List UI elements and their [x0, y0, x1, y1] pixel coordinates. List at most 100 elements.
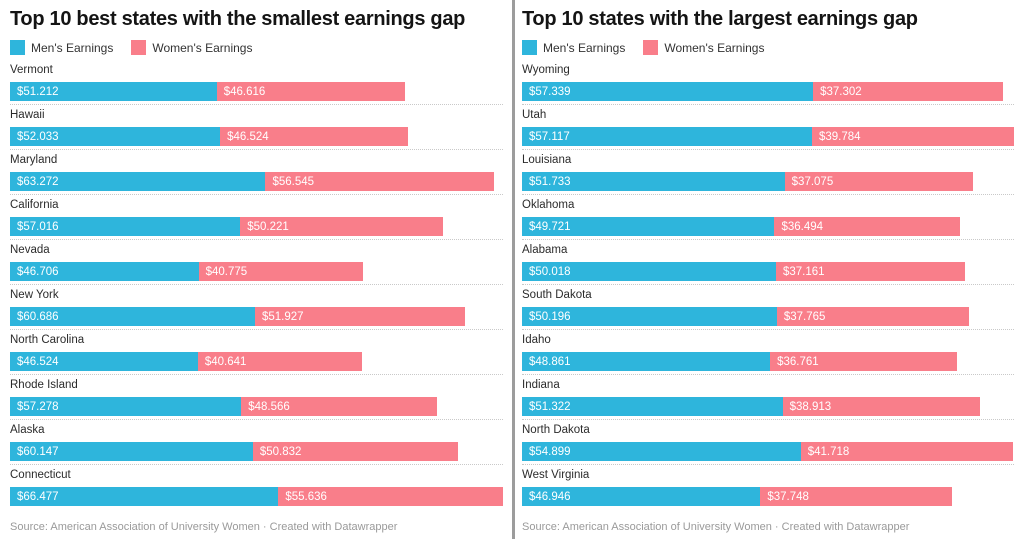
women-earnings-bar: $37.765: [776, 307, 969, 326]
bar-rows: Vermont $51.212 $46.616 Hawaii $52.033 $46.52…: [10, 61, 503, 511]
bar-value-label: $60.147: [17, 446, 59, 458]
bar-value-label: $51.733: [529, 176, 571, 188]
state-label: Indiana: [522, 379, 560, 391]
legend-label-men: Men's Earnings: [543, 40, 626, 55]
women-earnings-bar: $38.913: [782, 397, 981, 416]
women-earnings-bar: $40.641: [197, 352, 362, 371]
bar-pair: $46.706 $40.775: [10, 262, 503, 281]
bar-value-label: $48.861: [529, 356, 571, 368]
bar-value-label: $46.946: [529, 491, 571, 503]
legend-label-women: Women's Earnings: [664, 40, 765, 55]
bar-value-label: $60.686: [17, 311, 59, 323]
bar-value-label: $37.302: [820, 86, 862, 98]
bar-value-label: $52.033: [17, 131, 59, 143]
legend: Men's Earnings Women's Earnings: [522, 40, 1014, 55]
bar-row: Louisiana $51.733 $37.075: [522, 151, 1014, 196]
chart-title: Top 10 best states with the smallest ear…: [10, 8, 466, 30]
women-earnings-bar: $37.302: [813, 82, 1003, 101]
bar-pair: $60.686 $51.927: [10, 307, 503, 326]
bar-row: Alabama $50.018 $37.161: [522, 241, 1014, 286]
legend-item-men: Men's Earnings: [522, 40, 625, 55]
bar-value-label: $39.784: [819, 131, 861, 143]
bar-value-label: $40.775: [205, 266, 248, 278]
chart-title: Top 10 states with the largest earnings …: [522, 8, 918, 30]
legend-item-men: Men's Earnings: [10, 40, 113, 55]
men-earnings-bar: $50.196: [522, 307, 777, 326]
bar-row: South Dakota $50.196 $37.765: [522, 286, 1014, 331]
women-earnings-bar: $56.545: [265, 172, 494, 191]
bar-pair: $57.117 $39.784: [522, 127, 1014, 146]
men-earnings-bar: $46.524: [10, 352, 198, 371]
bar-value-label: $36.494: [781, 221, 824, 233]
men-earnings-bar: $49.721: [522, 217, 775, 236]
state-label: South Dakota: [522, 289, 592, 301]
bar-row: Maryland $63.272 $56.545: [10, 151, 503, 196]
legend-label-women: Women's Earnings: [152, 40, 253, 55]
bar-pair: $52.033 $46.524: [10, 127, 503, 146]
state-label: Utah: [522, 109, 547, 121]
bar-pair: $51.322 $38.913: [522, 397, 1014, 416]
bar-value-label: $41.718: [807, 446, 850, 458]
state-label: Oklahoma: [522, 199, 575, 211]
bar-pair: $63.272 $56.545: [10, 172, 503, 191]
women-earnings-bar: $37.161: [775, 262, 965, 281]
state-label: Nevada: [10, 244, 50, 256]
men-earnings-swatch-icon: [522, 40, 537, 55]
state-label: Connecticut: [10, 469, 71, 481]
women-earnings-bar: $36.494: [774, 217, 960, 236]
panel-largest-gap: Top 10 states with the largest earnings …: [512, 0, 1024, 539]
state-label: Alaska: [10, 424, 45, 436]
bar-row: Idaho $48.861 $36.761: [522, 331, 1014, 376]
bar-value-label: $51.927: [262, 311, 304, 323]
men-earnings-bar: $54.899: [522, 442, 801, 461]
source-attribution: Source: American Association of Universi…: [522, 521, 910, 533]
bar-pair: $50.196 $37.765: [522, 307, 1014, 326]
bar-value-label: $57.339: [529, 86, 571, 98]
bar-row: Connecticut $66.477 $55.636: [10, 466, 503, 511]
bar-pair: $54.899 $41.718: [522, 442, 1014, 461]
men-earnings-bar: $57.278: [10, 397, 242, 416]
bar-pair: $57.339 $37.302: [522, 82, 1014, 101]
state-label: New York: [10, 289, 59, 301]
bar-value-label: $63.272: [17, 176, 59, 188]
state-label: Louisiana: [522, 154, 572, 166]
bar-value-label: $50.221: [247, 221, 289, 233]
women-earnings-bar: $46.524: [220, 127, 408, 146]
bar-row: Oklahoma $49.721 $36.494: [522, 196, 1014, 241]
men-earnings-swatch-icon: [10, 40, 25, 55]
panel-smallest-gap: Top 10 best states with the smallest ear…: [0, 0, 512, 539]
state-label: North Dakota: [522, 424, 590, 436]
bar-rows: Wyoming $57.339 $37.302 Utah $57.117 $39.784 L…: [522, 61, 1014, 511]
women-earnings-swatch-icon: [643, 40, 659, 55]
women-earnings-bar: $40.775: [198, 262, 364, 281]
bar-value-label: $66.477: [17, 491, 59, 503]
bar-value-label: $46.616: [223, 86, 266, 98]
source-attribution: Source: American Association of Universi…: [10, 521, 398, 533]
men-earnings-bar: $63.272: [10, 172, 266, 191]
bar-value-label: $50.832: [259, 446, 302, 458]
bar-value-label: $51.322: [529, 401, 571, 413]
bar-value-label: $50.196: [529, 311, 571, 323]
women-earnings-bar: $36.761: [770, 352, 957, 371]
women-earnings-bar: $37.748: [760, 487, 953, 506]
bar-value-label: $46.706: [17, 266, 59, 278]
bar-pair: $48.861 $36.761: [522, 352, 1014, 371]
bar-value-label: $46.524: [227, 131, 269, 143]
bar-pair: $51.212 $46.616: [10, 82, 503, 101]
bar-row: Wyoming $57.339 $37.302: [522, 61, 1014, 106]
state-label: West Virginia: [522, 469, 590, 481]
women-earnings-bar: $51.927: [255, 307, 465, 326]
state-label: California: [10, 199, 59, 211]
men-earnings-bar: $57.117: [522, 127, 812, 146]
bar-pair: $46.946 $37.748: [522, 487, 1014, 506]
men-earnings-bar: $57.016: [10, 217, 241, 236]
men-earnings-bar: $60.686: [10, 307, 255, 326]
state-label: Vermont: [10, 64, 53, 76]
women-earnings-bar: $46.616: [216, 82, 405, 101]
bar-pair: $46.524 $40.641: [10, 352, 503, 371]
bar-value-label: $37.075: [791, 176, 834, 188]
legend-item-women: Women's Earnings: [131, 40, 252, 55]
men-earnings-bar: $48.861: [522, 352, 771, 371]
state-label: Maryland: [10, 154, 58, 166]
bar-value-label: $36.761: [777, 356, 819, 368]
